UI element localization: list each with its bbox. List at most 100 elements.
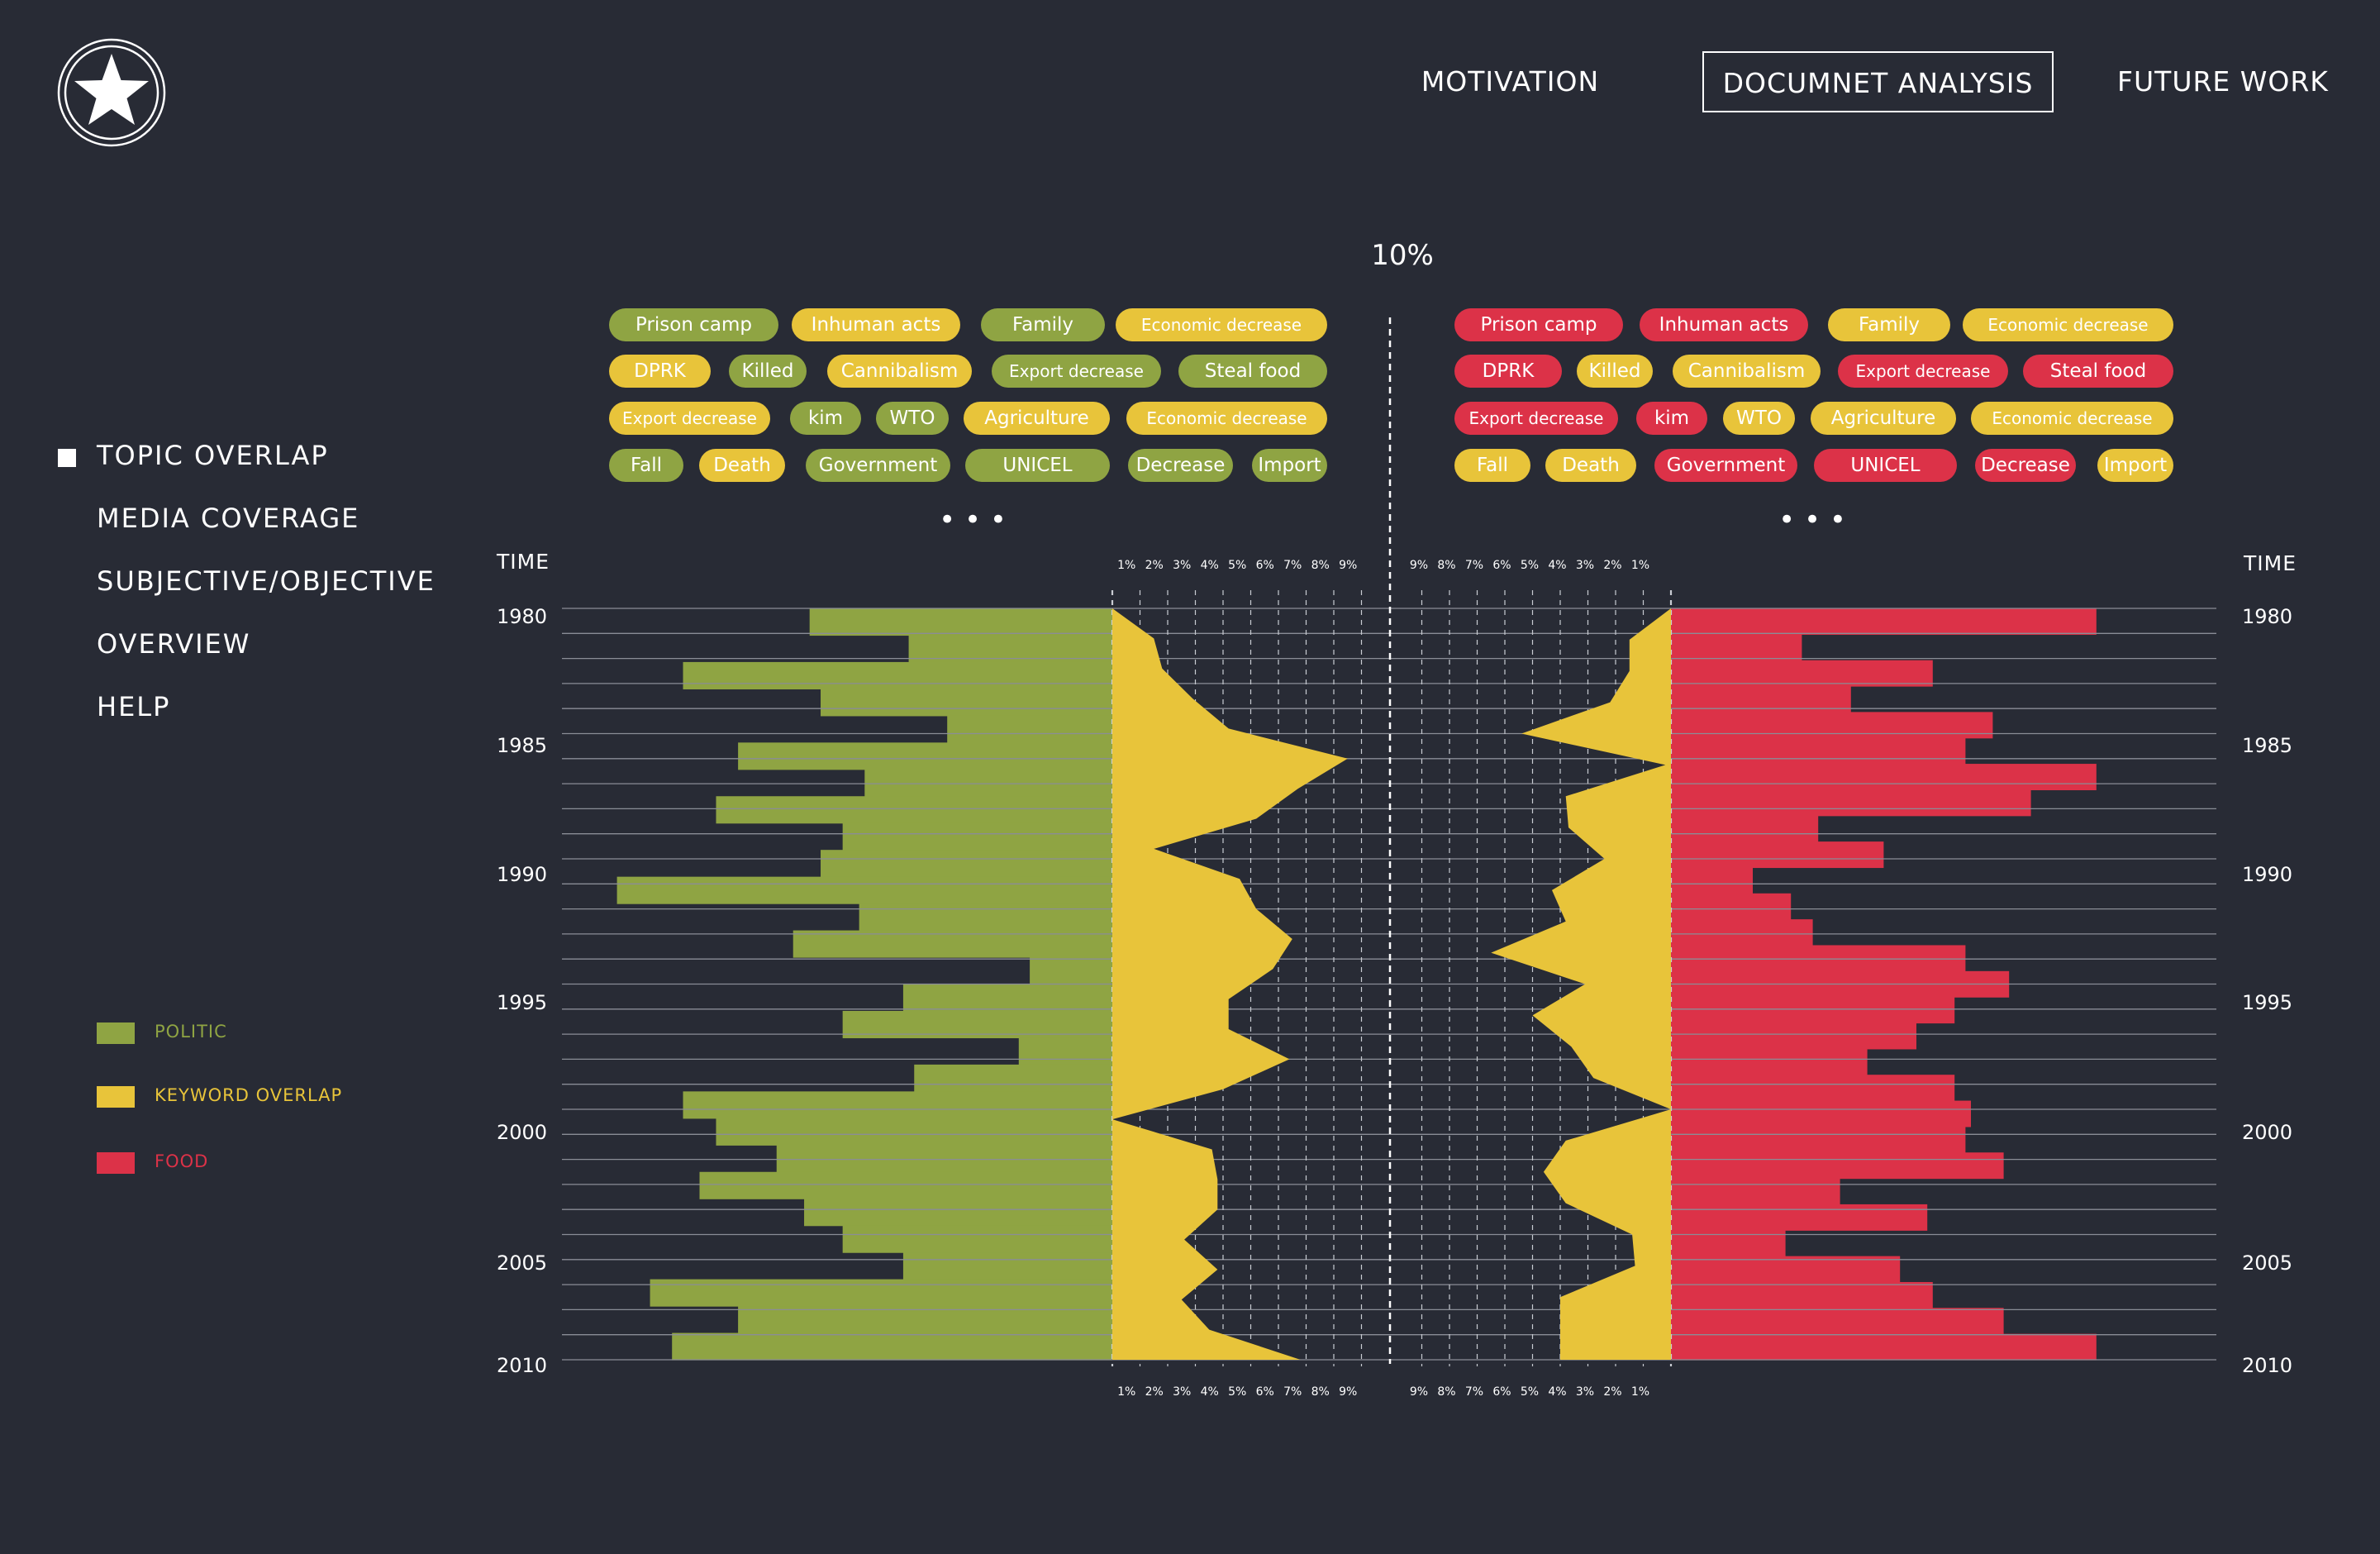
keyword-tag-right[interactable]: WTO: [1723, 402, 1795, 435]
keyword-tag-right[interactable]: UNICEL: [1814, 449, 1957, 482]
pct-tick-label: 4%: [1201, 559, 1219, 572]
pct-tick-label: 3%: [1576, 1385, 1594, 1399]
keyword-tag-right[interactable]: Steal food: [2023, 355, 2173, 388]
keyword-tag-label: Economic decrease: [1992, 408, 2152, 428]
keyword-tag-left[interactable]: kim: [790, 402, 861, 435]
keyword-overlap-area-left: [1112, 608, 1348, 1360]
sidebar-item-topic-overlap[interactable]: TOPIC OVERLAP: [97, 440, 329, 471]
keyword-tag-bg: [1654, 449, 1797, 482]
keyword-tag-right[interactable]: Economic decrease: [1971, 402, 2173, 435]
keyword-tag-left[interactable]: Agriculture: [964, 402, 1110, 435]
keyword-tag-right[interactable]: Killed: [1577, 355, 1653, 388]
food-bar: [1671, 1333, 2097, 1361]
keyword-tag-label: UNICEL: [1002, 455, 1072, 476]
year-tick-right: 1995: [2242, 991, 2292, 1014]
keyword-tag-right[interactable]: Import: [2097, 449, 2173, 482]
keyword-tag-right[interactable]: Cannibalism: [1673, 355, 1821, 388]
keyword-tag-label: Death: [1562, 455, 1620, 476]
year-tick-left: 2010: [497, 1354, 547, 1377]
keyword-tag-left[interactable]: Cannibalism: [827, 355, 972, 388]
star-logo-icon[interactable]: [56, 37, 167, 148]
sidebar-item-help[interactable]: HELP: [97, 691, 171, 722]
keyword-tag-left[interactable]: Export decrease: [992, 355, 1161, 388]
pct-tick-label: 1%: [1631, 559, 1649, 572]
sidebar-item-subjective-objective[interactable]: SUBJECTIVE/OBJECTIVE: [97, 565, 436, 597]
politic-bar: [793, 930, 1112, 958]
keyword-tag-bg: [1811, 402, 1956, 435]
time-label-right: TIME: [2243, 551, 2297, 575]
year-tick-right: 2000: [2242, 1121, 2292, 1144]
keyword-tag-left[interactable]: WTO: [876, 402, 949, 435]
keyword-tag-left[interactable]: DPRK: [609, 355, 711, 388]
keyword-tag-left[interactable]: Export decrease: [609, 402, 770, 435]
nav-future-work[interactable]: FUTURE WORK: [2117, 65, 2329, 98]
keyword-tag-bg: [790, 402, 861, 435]
pct-tick-label: 3%: [1576, 559, 1594, 572]
keyword-tag-right[interactable]: Inhuman acts: [1640, 308, 1808, 341]
food-bar: [1671, 1100, 1971, 1127]
nav-document-analysis[interactable]: DOCUMNET ANALYSIS: [1702, 51, 2054, 112]
keyword-tag-left[interactable]: Economic decrease: [1116, 308, 1327, 341]
keyword-tag-bg: [1640, 308, 1808, 341]
keyword-tag-label: Economic decrease: [1146, 408, 1307, 428]
keyword-tag-left[interactable]: Import: [1252, 449, 1327, 482]
keyword-tag-bg: [1126, 402, 1327, 435]
keyword-tag-right[interactable]: Export decrease: [1454, 402, 1618, 435]
keyword-tag-left[interactable]: Killed: [729, 355, 807, 388]
keyword-tag-left[interactable]: UNICEL: [965, 449, 1110, 482]
legend-label-keyword-overlap: KEYWORD OVERLAP: [155, 1085, 343, 1105]
year-tick-right: 1990: [2242, 863, 2292, 886]
keyword-tag-label: Export decrease: [1009, 361, 1144, 381]
pct-tick-label: 2%: [1145, 559, 1164, 572]
keyword-tag-right[interactable]: Death: [1545, 449, 1636, 482]
politic-bar: [672, 1332, 1112, 1361]
year-tick-left: 2005: [497, 1251, 547, 1275]
keyword-tag-right[interactable]: DPRK: [1454, 355, 1562, 388]
keyword-tag-label: Death: [713, 455, 771, 476]
keyword-tag-left[interactable]: Economic decrease: [1126, 402, 1327, 435]
scale-label: 10%: [1371, 239, 1434, 272]
keyword-tag-right[interactable]: Decrease: [1975, 449, 2076, 482]
keyword-tag-right[interactable]: Economic decrease: [1963, 308, 2173, 341]
sidebar-item-overview[interactable]: OVERVIEW: [97, 628, 251, 660]
politic-bar: [738, 1306, 1112, 1334]
keyword-tag-left[interactable]: Death: [699, 449, 785, 482]
politic-bar: [776, 1145, 1112, 1173]
pct-tick-label: 4%: [1548, 559, 1566, 572]
politic-bar: [842, 822, 1112, 851]
keyword-tag-bg: [981, 308, 1105, 341]
keyword-tag-left[interactable]: Inhuman acts: [792, 308, 960, 341]
food-bar: [1671, 919, 1813, 946]
food-bar: [1671, 1178, 1840, 1205]
keyword-tag-left[interactable]: Fall: [609, 449, 683, 482]
legend-swatch-food: [97, 1152, 135, 1174]
keyword-tag-right[interactable]: Government: [1654, 449, 1797, 482]
keyword-tag-right[interactable]: Export decrease: [1838, 355, 2008, 388]
keyword-tag-right[interactable]: Fall: [1454, 449, 1530, 482]
keyword-tag-left[interactable]: Prison camp: [609, 308, 778, 341]
keyword-tag-label: Killed: [1588, 360, 1640, 382]
keyword-tag-label: WTO: [890, 408, 935, 429]
year-tick-left: 1990: [497, 863, 547, 886]
keyword-tag-left[interactable]: Government: [806, 449, 950, 482]
sidebar-item-media-coverage[interactable]: MEDIA COVERAGE: [97, 503, 360, 534]
keyword-tag-right[interactable]: Prison camp: [1454, 308, 1623, 341]
keyword-tag-bg: [1454, 449, 1530, 482]
year-tick-right: 1985: [2242, 734, 2292, 757]
keyword-tag-left[interactable]: Family: [981, 308, 1105, 341]
nav-motivation[interactable]: MOTIVATION: [1421, 65, 1600, 98]
ellipsis-right: • • •: [1778, 503, 1846, 536]
pct-tick-label: 5%: [1521, 559, 1539, 572]
keyword-tag-left[interactable]: Decrease: [1128, 449, 1233, 482]
keyword-tag-right[interactable]: Agriculture: [1811, 402, 1956, 435]
keyword-tag-bg: [1673, 355, 1821, 388]
food-bar: [1671, 945, 1966, 972]
food-bar: [1671, 660, 1933, 687]
keyword-tag-label: Cannibalism: [841, 360, 959, 382]
keyword-tag-left[interactable]: Steal food: [1178, 355, 1327, 388]
politic-bar: [821, 850, 1112, 878]
year-tick-right: 2010: [2242, 1354, 2292, 1377]
keyword-tag-bg: [964, 402, 1110, 435]
keyword-tag-right[interactable]: Family: [1828, 308, 1950, 341]
keyword-tag-right[interactable]: kim: [1636, 402, 1707, 435]
